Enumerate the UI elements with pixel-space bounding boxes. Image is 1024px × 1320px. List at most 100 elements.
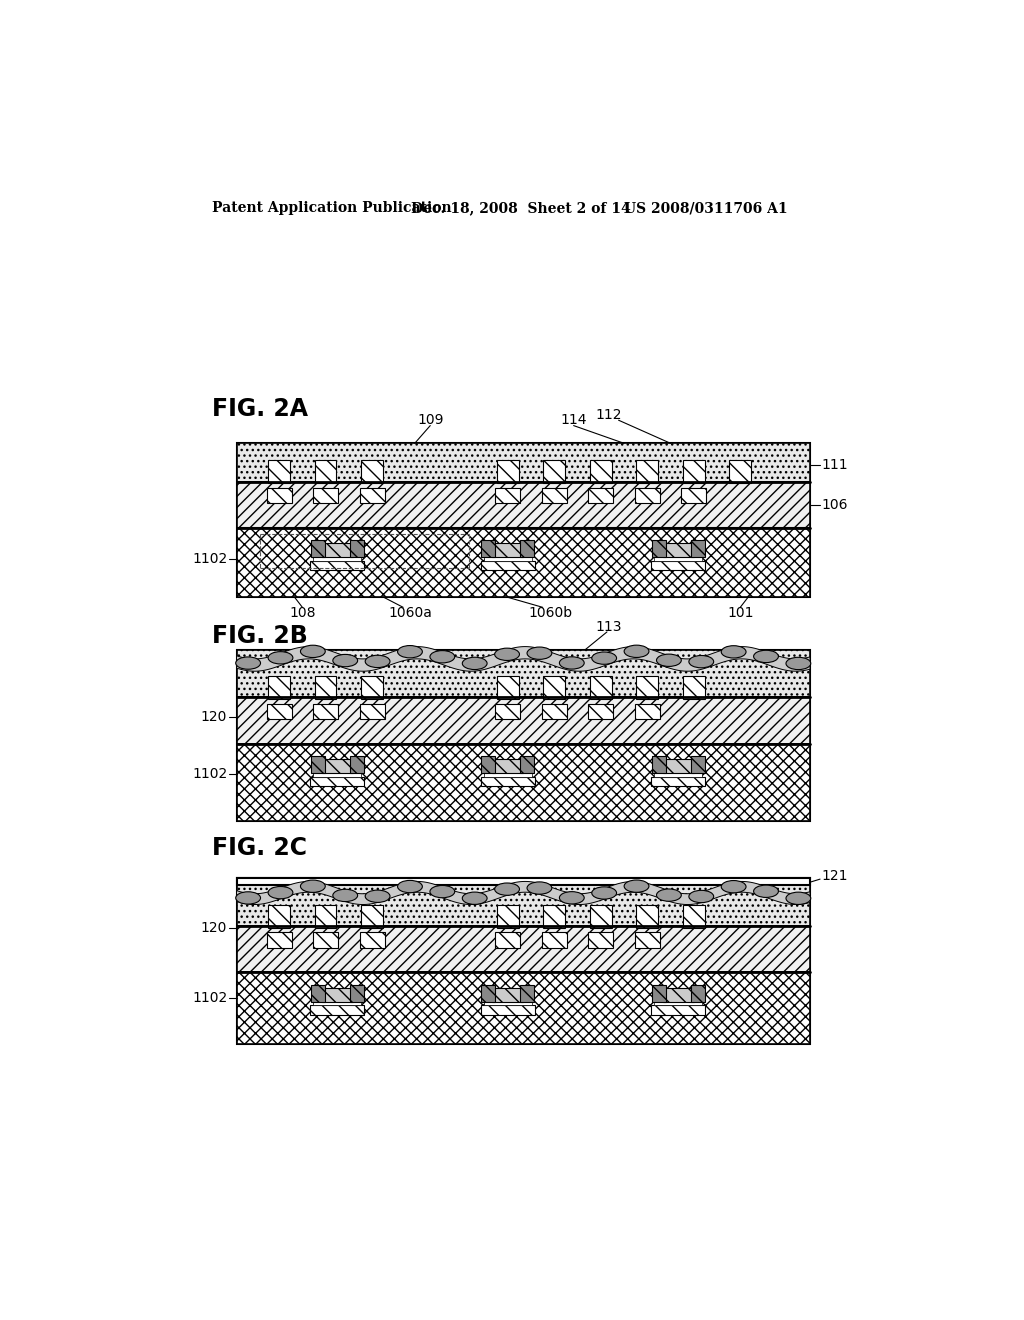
Bar: [520, 985, 535, 1002]
Bar: [654, 774, 702, 776]
Bar: [651, 1006, 706, 1015]
Bar: [480, 1006, 535, 1015]
Text: 108: 108: [289, 606, 315, 619]
Bar: [497, 461, 518, 483]
Bar: [268, 676, 290, 700]
Bar: [310, 1006, 365, 1015]
Bar: [729, 461, 751, 483]
Bar: [322, 987, 352, 1002]
Bar: [542, 704, 566, 719]
Bar: [635, 704, 659, 719]
Bar: [322, 544, 352, 557]
Ellipse shape: [592, 887, 616, 899]
Bar: [266, 704, 292, 719]
Bar: [314, 461, 337, 483]
Bar: [359, 932, 385, 948]
Bar: [690, 985, 705, 1002]
Bar: [654, 557, 702, 561]
Bar: [314, 676, 337, 700]
Ellipse shape: [495, 883, 519, 895]
Bar: [683, 461, 705, 483]
Bar: [663, 759, 693, 774]
Bar: [349, 756, 364, 774]
Bar: [480, 561, 535, 570]
Text: FIG. 2B: FIG. 2B: [212, 624, 307, 648]
Bar: [361, 676, 383, 700]
Ellipse shape: [495, 648, 519, 660]
Bar: [349, 985, 364, 1002]
Text: 112: 112: [595, 408, 622, 422]
Ellipse shape: [333, 655, 357, 667]
Bar: [349, 540, 364, 557]
Bar: [311, 985, 325, 1002]
Text: Patent Application Publication: Patent Application Publication: [212, 202, 452, 215]
Bar: [496, 932, 520, 948]
Bar: [311, 540, 325, 557]
Bar: [483, 557, 531, 561]
Bar: [237, 528, 810, 597]
Bar: [683, 676, 705, 700]
Ellipse shape: [559, 657, 585, 669]
Bar: [483, 1002, 531, 1006]
Ellipse shape: [754, 886, 778, 898]
Bar: [237, 878, 810, 884]
Text: 1060b: 1060b: [528, 606, 572, 619]
Bar: [681, 488, 707, 503]
Bar: [497, 676, 518, 700]
Bar: [311, 756, 325, 774]
Text: FIG. 2A: FIG. 2A: [212, 396, 307, 421]
Bar: [359, 704, 385, 719]
Ellipse shape: [527, 882, 552, 894]
Bar: [589, 932, 613, 948]
Bar: [361, 461, 383, 483]
Bar: [590, 461, 611, 483]
Ellipse shape: [300, 880, 326, 892]
Bar: [237, 927, 810, 973]
Polygon shape: [237, 647, 810, 671]
Bar: [663, 987, 693, 1002]
Bar: [237, 482, 810, 528]
Bar: [237, 649, 810, 821]
Text: 1102: 1102: [191, 552, 227, 566]
Bar: [654, 1002, 702, 1006]
Bar: [496, 488, 520, 503]
Ellipse shape: [656, 888, 681, 902]
Bar: [313, 932, 338, 948]
Bar: [480, 776, 535, 785]
Bar: [483, 774, 531, 776]
Bar: [652, 756, 666, 774]
Text: 121: 121: [821, 869, 848, 883]
Ellipse shape: [721, 645, 746, 657]
Ellipse shape: [236, 657, 260, 669]
Ellipse shape: [462, 657, 487, 669]
Bar: [589, 704, 613, 719]
Bar: [237, 973, 810, 1044]
Ellipse shape: [268, 652, 293, 664]
Text: 1102: 1102: [191, 991, 227, 1005]
Ellipse shape: [300, 645, 326, 657]
Bar: [544, 676, 565, 700]
Bar: [520, 756, 535, 774]
Bar: [322, 759, 352, 774]
Bar: [493, 987, 523, 1002]
Bar: [635, 932, 659, 948]
Bar: [481, 540, 496, 557]
Bar: [636, 461, 658, 483]
Ellipse shape: [625, 645, 649, 657]
Ellipse shape: [366, 655, 390, 668]
Bar: [237, 444, 810, 482]
Bar: [313, 1002, 361, 1006]
Bar: [266, 932, 292, 948]
Text: US 2008/0311706 A1: US 2008/0311706 A1: [624, 202, 787, 215]
Bar: [493, 544, 523, 557]
Ellipse shape: [397, 645, 422, 657]
Ellipse shape: [559, 891, 585, 904]
Bar: [313, 488, 338, 503]
Text: Dec. 18, 2008  Sheet 2 of 14: Dec. 18, 2008 Sheet 2 of 14: [411, 202, 631, 215]
Text: 120: 120: [201, 921, 227, 936]
Ellipse shape: [430, 651, 455, 663]
Bar: [542, 488, 566, 503]
Bar: [313, 774, 361, 776]
Bar: [310, 776, 365, 785]
Text: FIG. 2C: FIG. 2C: [212, 836, 307, 859]
